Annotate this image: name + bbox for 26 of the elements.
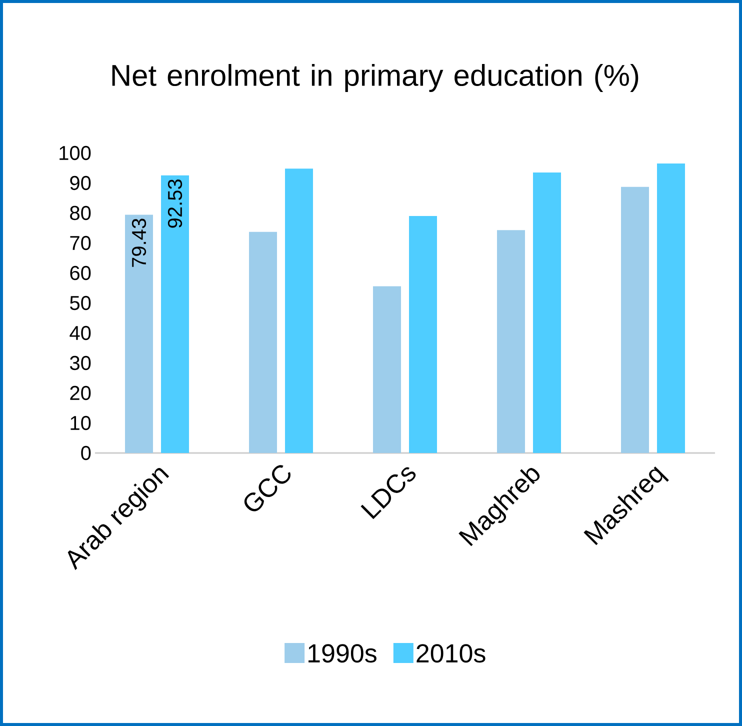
y-tick-label: 50: [70, 296, 91, 310]
y-tick-label: 90: [70, 176, 91, 190]
bar: [497, 230, 526, 453]
bar: [409, 216, 437, 453]
y-tick-label: 10: [70, 416, 91, 430]
y-tick-label: 30: [70, 356, 91, 370]
bar: [285, 168, 313, 453]
y-tick-label: 100: [60, 146, 91, 160]
y-tick-label: 70: [70, 236, 91, 250]
bar: [125, 214, 153, 453]
legend-label: 1990s: [308, 644, 376, 663]
y-tick-label: 0: [81, 446, 91, 460]
bar: [657, 163, 685, 453]
y-tick-label: 20: [70, 386, 91, 400]
data-label: 79.43: [132, 218, 146, 267]
y-tick-label: 40: [70, 326, 91, 340]
bar: [249, 232, 278, 453]
bar: [621, 186, 649, 453]
data-label: 92.53: [168, 179, 182, 228]
bar: [373, 286, 401, 453]
legend-label: 2010s: [416, 644, 486, 663]
bar: [161, 175, 190, 453]
bar: [533, 172, 561, 453]
y-tick-label: 80: [70, 206, 91, 220]
y-tick-label: 60: [70, 266, 91, 280]
chart-title: Net enrolment in primary education (%): [112, 64, 638, 92]
